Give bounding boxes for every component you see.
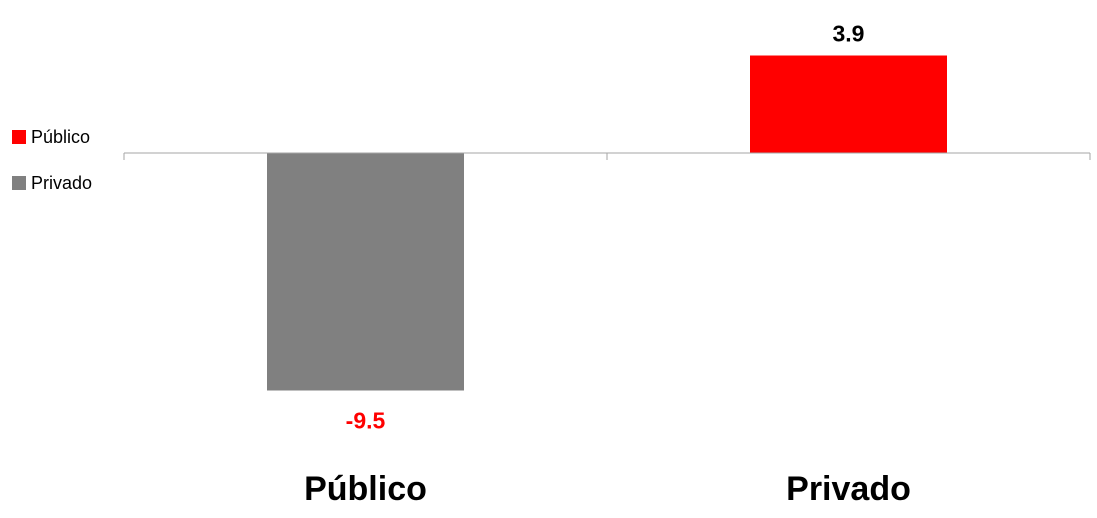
bar-privado (750, 55, 947, 153)
legend-item-privado: Privado (12, 172, 92, 194)
data-label-privado: 3.9 (833, 21, 865, 47)
category-label-publico: Público (304, 470, 427, 508)
legend-swatch-privado (12, 176, 26, 190)
legend-label-privado: Privado (31, 172, 93, 193)
data-label-publico: -9.5 (346, 408, 386, 434)
legend-label-publico: Público (31, 126, 91, 147)
legend-swatch-publico (12, 130, 26, 144)
legend-item-publico: Público (12, 126, 92, 148)
legend: Público Privado (12, 126, 92, 218)
category-label-privado: Privado (786, 470, 911, 508)
bar-publico (267, 153, 464, 391)
